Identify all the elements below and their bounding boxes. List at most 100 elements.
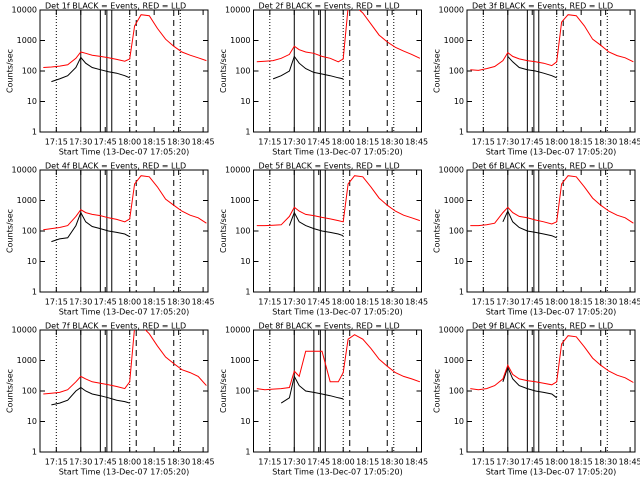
data-line <box>503 211 609 238</box>
y-tick-label: 1000 <box>230 36 250 45</box>
panel-title: Det 2f BLACK = Events, RED = LLD <box>259 2 400 11</box>
y-tick-label: 100 <box>22 227 37 236</box>
panel: 1 10 100 1000 10000 17:15 17:30 17:45 18:00 18:15… <box>433 2 640 157</box>
x-tick-label: 18:30 <box>167 298 190 307</box>
y-tick-label: 10000 <box>439 166 464 175</box>
x-axis-label: Start Time (13-Dec-07 17:05:20) <box>486 148 617 157</box>
panel-title: Det 7f BLACK = Events, RED = LLD <box>45 322 186 331</box>
panel: 1 10 100 1000 10000 17:15 17:30 17:45 18:00 18:15… <box>6 2 215 157</box>
x-tick-label: 18:15 <box>356 458 379 467</box>
data-line <box>470 335 634 391</box>
y-tick-label: 1000 <box>444 36 464 45</box>
y-tick-label: 100 <box>235 227 250 236</box>
y-tick-label: 10 <box>454 257 464 266</box>
data-line <box>470 14 634 71</box>
panel-title: Det 8f BLACK = Events, RED = LLD <box>259 322 400 331</box>
x-axis-label: Start Time (13-Dec-07 17:05:20) <box>272 148 403 157</box>
x-tick-label: 18:30 <box>594 138 617 147</box>
y-axis-label: Counts/sec <box>433 369 442 413</box>
x-tick-label: 17:15 <box>45 138 68 147</box>
y-tick-label: 10000 <box>225 166 250 175</box>
x-tick-label: 18:15 <box>356 298 379 307</box>
x-tick-label: 17:15 <box>45 298 68 307</box>
panel-title: Det 4f BLACK = Events, RED = LLD <box>45 162 186 171</box>
y-tick-label: 1 <box>32 288 37 297</box>
x-tick-label: 18:30 <box>167 458 190 467</box>
y-tick-label: 10 <box>240 97 250 106</box>
x-tick-label: 18:00 <box>332 298 355 307</box>
y-tick-label: 10000 <box>12 6 37 15</box>
x-tick-label: 18:15 <box>143 298 166 307</box>
x-tick-label: 17:45 <box>307 138 330 147</box>
panel: 1 10 100 1000 10000 17:15 17:30 17:45 18:00 18:15… <box>219 2 428 157</box>
x-tick-label: 17:15 <box>45 458 68 467</box>
y-tick-label: 10 <box>27 97 37 106</box>
y-tick-label: 10000 <box>225 6 250 15</box>
x-axis-label: Start Time (13-Dec-07 17:05:20) <box>59 148 190 157</box>
x-tick-label: 17:15 <box>258 298 281 307</box>
x-tick-label: 18:45 <box>619 138 640 147</box>
x-tick-label: 18:45 <box>405 138 428 147</box>
data-line <box>470 175 634 227</box>
x-axis-label: Start Time (13-Dec-07 17:05:20) <box>59 468 190 477</box>
data-line <box>51 57 182 81</box>
x-tick-label: 18:45 <box>192 138 215 147</box>
x-axis-label: Start Time (13-Dec-07 17:05:20) <box>272 308 403 317</box>
x-tick-label: 18:00 <box>545 138 568 147</box>
x-tick-label: 18:30 <box>594 458 617 467</box>
x-tick-label: 17:30 <box>69 458 92 467</box>
y-tick-label: 1 <box>459 288 464 297</box>
x-tick-label: 18:45 <box>619 298 640 307</box>
y-tick-label: 10 <box>454 417 464 426</box>
y-axis-label: Counts/sec <box>6 209 15 253</box>
x-tick-label: 18:30 <box>167 138 190 147</box>
y-axis-label: Counts/sec <box>6 369 15 413</box>
y-tick-label: 10000 <box>439 6 464 15</box>
x-tick-label: 18:15 <box>570 138 593 147</box>
x-tick-label: 17:30 <box>496 458 519 467</box>
x-tick-label: 18:00 <box>332 458 355 467</box>
x-tick-label: 18:15 <box>570 298 593 307</box>
y-tick-label: 10 <box>27 257 37 266</box>
y-tick-label: 10000 <box>225 326 250 335</box>
y-tick-label: 100 <box>449 227 464 236</box>
y-tick-label: 10000 <box>439 326 464 335</box>
x-axis-label: Start Time (13-Dec-07 17:05:20) <box>272 468 403 477</box>
y-axis-label: Counts/sec <box>433 209 442 253</box>
panel-title: Det 6f BLACK = Events, RED = LLD <box>472 162 613 171</box>
plot-frame <box>466 169 636 293</box>
x-tick-label: 17:30 <box>496 138 519 147</box>
panel: 1 10 100 1000 10000 17:15 17:30 17:45 18:00 18:15… <box>6 322 215 477</box>
x-tick-label: 18:45 <box>619 458 640 467</box>
y-tick-label: 1000 <box>444 356 464 365</box>
x-tick-label: 17:15 <box>472 458 495 467</box>
y-tick-label: 1 <box>245 288 250 297</box>
x-tick-label: 17:45 <box>94 138 117 147</box>
y-axis-label: Counts/sec <box>433 49 442 93</box>
x-tick-label: 17:30 <box>69 138 92 147</box>
y-tick-label: 1000 <box>17 36 37 45</box>
data-line <box>43 14 207 68</box>
y-tick-label: 1 <box>459 448 464 457</box>
y-tick-label: 100 <box>235 67 250 76</box>
x-tick-label: 18:15 <box>143 458 166 467</box>
panel-title: Det 3f BLACK = Events, RED = LLD <box>472 2 613 11</box>
y-tick-label: 1 <box>245 128 250 137</box>
panel: 1 10 100 1000 10000 17:15 17:30 17:45 18:00 18:15… <box>219 162 428 317</box>
panel-title: Det 9f BLACK = Events, RED = LLD <box>472 322 613 331</box>
x-tick-label: 18:30 <box>594 298 617 307</box>
x-tick-label: 18:15 <box>356 138 379 147</box>
data-line <box>281 376 395 403</box>
plot-frame <box>39 169 209 293</box>
y-tick-label: 100 <box>449 387 464 396</box>
data-line <box>43 175 207 231</box>
data-line <box>51 388 182 405</box>
data-line <box>256 175 421 227</box>
x-tick-label: 17:45 <box>94 298 117 307</box>
y-tick-label: 10000 <box>12 166 37 175</box>
y-tick-label: 1 <box>459 128 464 137</box>
x-tick-label: 17:45 <box>521 298 544 307</box>
plot-frame <box>466 329 636 453</box>
